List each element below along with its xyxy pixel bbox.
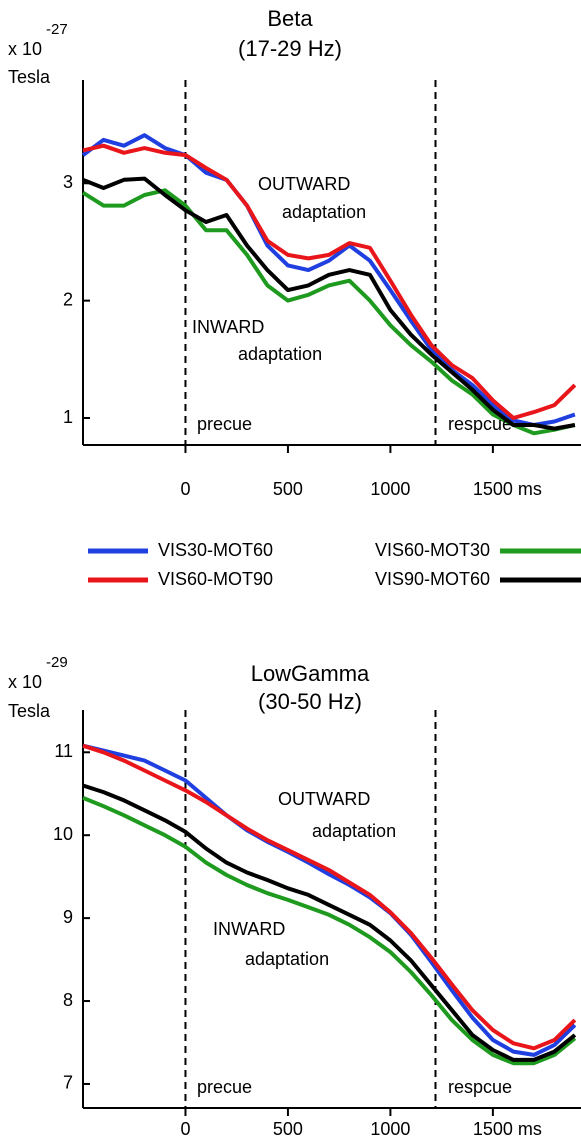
chart-title: Beta [267, 6, 313, 31]
annotation: respcue [448, 1077, 512, 1097]
x-tick-label: 1000 [370, 479, 410, 499]
x-tick-label: 1500 ms [473, 479, 542, 499]
x-tick-label: 1500 ms [473, 1119, 542, 1139]
chart-subtitle: (17-29 Hz) [238, 36, 342, 61]
series-line [82, 783, 577, 1062]
y-tick-label: 8 [63, 990, 73, 1010]
series-line [82, 176, 576, 431]
series-line [82, 143, 577, 420]
y-axis-label: Tesla [8, 701, 51, 721]
annotation: adaptation [282, 202, 366, 222]
annotation: respcue [448, 414, 512, 434]
y-tick-label: 1 [63, 407, 73, 427]
y-unit: x 10 [8, 39, 42, 59]
x-tick-label: 1000 [370, 1119, 410, 1139]
x-tick-label: 0 [180, 479, 190, 499]
x-tick-label: 500 [273, 1119, 303, 1139]
chart-subtitle: (30-50 Hz) [258, 689, 362, 714]
annotation: precue [197, 1077, 252, 1097]
y-tick-label: 10 [53, 824, 73, 844]
legend-label: VIS60-MOT30 [375, 540, 490, 560]
y-tick-label: 9 [63, 907, 73, 927]
series-line [81, 188, 576, 436]
y-tick-label: 7 [63, 1073, 73, 1093]
series-line [82, 743, 577, 1051]
legend-label: VIS60-MOT90 [158, 569, 273, 589]
series-line [81, 133, 576, 427]
annotation: adaptation [312, 821, 396, 841]
y-unit: x 10 [8, 672, 42, 692]
legend-label: VIS90-MOT60 [375, 569, 490, 589]
y-tick-label: 3 [63, 172, 73, 192]
annotation: adaptation [245, 949, 329, 969]
x-tick-label: 500 [273, 479, 303, 499]
annotation: OUTWARD [278, 789, 370, 809]
annotation: INWARD [213, 919, 285, 939]
x-tick-label: 0 [180, 1119, 190, 1139]
annotation: INWARD [192, 317, 264, 337]
y-tick-label: 2 [63, 289, 73, 309]
series-line [82, 743, 577, 1057]
legend-label: VIS30-MOT60 [158, 540, 273, 560]
annotation: adaptation [238, 344, 322, 364]
annotation: precue [197, 414, 252, 434]
y-unit-exponent: -29 [46, 654, 68, 671]
annotation: OUTWARD [258, 174, 350, 194]
y-axis-label: Tesla [8, 67, 51, 87]
y-tick-label: 11 [54, 741, 73, 761]
series-line [82, 796, 577, 1066]
chart-title: LowGamma [251, 661, 370, 686]
y-unit-exponent: -27 [46, 21, 68, 38]
